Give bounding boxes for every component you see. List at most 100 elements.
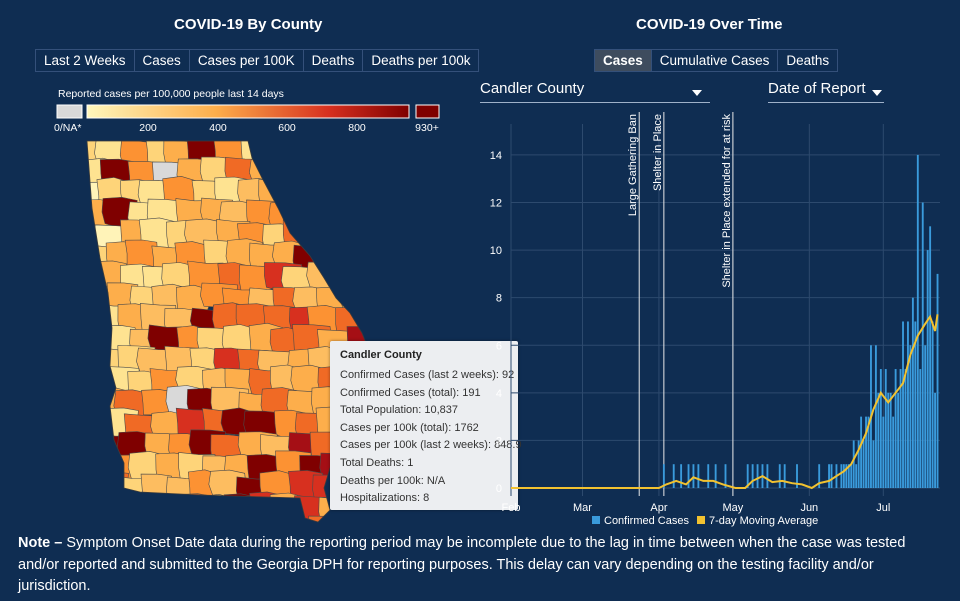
tab-last-2-weeks[interactable]: Last 2 Weeks [36,50,135,71]
tab-chart-cases[interactable]: Cases [595,50,652,71]
x-axis-ticks: Feb Mar Apr May Jun Jul [502,502,891,514]
y-tick-label: 14 [490,150,502,162]
county-shape [298,155,334,185]
confirmed-cases-bars [662,154,939,488]
county-shape [319,243,351,277]
map-legend: 0/NA* 200 400 600 800 930+ [54,104,440,134]
map-legend-title: Reported cases per 100,000 people last 1… [58,88,284,100]
confirmed-case-bar [921,202,924,488]
county-shape [87,303,105,335]
chart-title: COVID-19 Over Time [636,16,783,33]
confirmed-case-bar [865,416,867,488]
chart-annotations: Large Gathering Ban Shelter in Place Shelt… [627,112,734,496]
confirmed-case-bar [860,416,863,488]
y-tick-label: 4 [496,388,502,400]
tooltip-line: Confirmed Cases (last 2 weeks): 92 [340,369,515,381]
annotation-label: Shelter in Place extended for at risk [721,114,733,288]
county-shape [354,515,370,522]
tooltip-line: Confirmed Cases (total): 191 [340,386,481,399]
legend-tick-label: 800 [348,122,366,134]
confirmed-case-bar [874,345,877,488]
confirmed-case-bar [840,464,843,488]
tab-cases[interactable]: Cases [135,50,190,71]
y-tick-label: 8 [496,293,502,305]
county-shape [323,156,363,191]
county-shape [330,261,364,290]
tooltip-line: Cases per 100k (total): 1762 [340,421,479,434]
county-shape [87,493,117,522]
confirmed-case-bar [783,464,786,488]
county-shape [119,514,154,522]
tooltip-line: Hospitalizations: 8 [340,492,430,505]
date-type-select[interactable]: Date of Report [768,80,884,103]
x-tick-label: Apr [650,502,667,514]
county-shape [340,157,370,186]
confirmed-case-bar [911,297,914,488]
moving-average-line [511,314,939,490]
county-shape [309,178,345,213]
county-select[interactable]: Candler County [480,80,710,103]
confirmed-case-bar [914,321,917,488]
confirmed-case-bar [867,416,870,488]
tab-chart-deaths[interactable]: Deaths [786,53,830,68]
confirmed-case-bar [857,440,860,488]
confirmed-case-bar [855,464,858,488]
county-shape [308,515,344,522]
county-shape [365,282,370,312]
county-shape [294,198,330,228]
tooltip-title: Candler County [340,349,422,361]
tab-deaths[interactable]: Deaths [304,50,364,71]
y-tick-label: 0 [496,483,502,495]
county-shape [91,471,129,499]
county-shape [94,516,130,522]
x-tick-label: Jun [800,502,818,514]
chart-legend: Confirmed Cases 7-day Moving Average [592,515,818,527]
tab-deaths-per-100k[interactable]: Deaths per 100k [371,53,471,68]
county-shape [87,345,105,378]
confirmed-case-bar [680,464,683,488]
legend-na-swatch [56,104,83,119]
legend-tick-label: 400 [209,122,227,134]
date-type-select-value: Date of Report [768,80,866,97]
legend-na-label: 0/NA* [54,122,81,134]
chart-metric-tabs: Cases Cumulative Cases Deaths [594,49,839,72]
county-shape [87,328,114,359]
tooltip-line: Cases per 100k (last 2 weeks): 848.9 [340,439,522,452]
y-tick-label: 12 [490,198,502,210]
confirmed-case-bar [697,464,700,488]
confirmed-case-bar [882,416,885,488]
tab-chart-cumulative-cases[interactable]: Cumulative Cases [652,50,779,71]
note-text: Note – Symptom Onset Date data during th… [18,533,948,598]
confirmed-case-bar [872,440,875,488]
confirmed-case-bar [897,392,900,488]
x-tick-label: Jul [876,502,890,514]
county-shape [154,493,192,522]
confirmed-case-bar [887,392,890,488]
county-shape [328,141,365,163]
county-shape [285,141,324,169]
y-tick-label: 6 [496,340,502,352]
county-shape [312,221,348,250]
legend-max-label: 930+ [415,122,439,134]
confirmed-case-bar [907,321,909,488]
tab-cases-per-100k[interactable]: Cases per 100K [190,50,304,71]
tooltip-line: Deaths per 100k: N/A [340,474,446,487]
confirmed-case-bar [926,250,929,488]
note-label: Note – [18,535,63,551]
confirmed-case-bar [850,464,853,488]
tooltip-line: Total Population: 10,837 [340,404,459,417]
confirmed-case-bar [916,154,919,488]
county-shape [87,368,113,398]
confirmed-case-bar [877,392,880,488]
county-shape [319,197,352,231]
annotation-label: Shelter in Place [652,114,664,191]
confirmed-case-bar [904,369,907,488]
county-shape [333,178,368,207]
legend-swatch-average [697,516,705,524]
confirmed-case-bar [672,464,675,488]
confirmed-case-bar [692,464,695,488]
confirmed-case-bar [845,464,848,488]
chevron-down-icon [872,90,882,96]
confirmed-case-bar [924,345,927,488]
county-shape [369,159,370,192]
